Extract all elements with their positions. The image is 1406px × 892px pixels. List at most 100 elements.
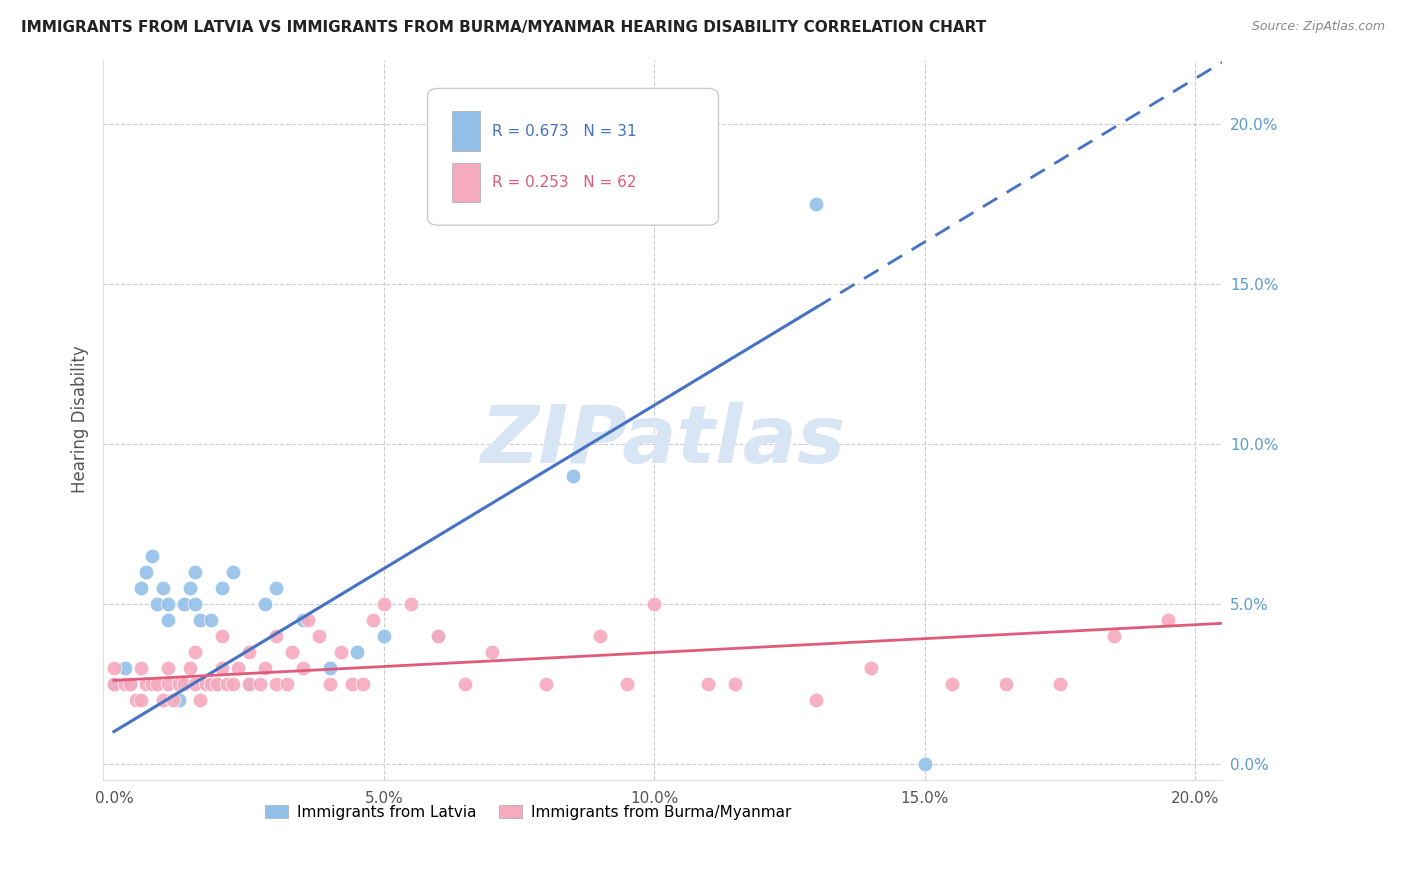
Point	[200, 676, 222, 690]
Point	[135, 676, 157, 690]
Point	[103, 676, 125, 690]
Point	[1157, 613, 1180, 627]
Point	[141, 549, 163, 563]
Point	[190, 613, 212, 627]
Point	[200, 613, 222, 627]
Point	[254, 597, 277, 611]
Point	[179, 581, 201, 595]
Point	[340, 676, 363, 690]
Text: R = 0.673   N = 31: R = 0.673 N = 31	[492, 124, 637, 139]
Point	[167, 692, 190, 706]
Text: Source: ZipAtlas.com: Source: ZipAtlas.com	[1251, 20, 1385, 33]
Point	[226, 660, 249, 674]
Point	[319, 676, 342, 690]
Point	[373, 629, 395, 643]
Point	[146, 597, 169, 611]
Point	[562, 468, 585, 483]
Point	[217, 676, 239, 690]
Point	[211, 581, 233, 595]
Point	[859, 660, 882, 674]
Point	[120, 676, 142, 690]
Point	[319, 660, 342, 674]
Point	[281, 644, 304, 658]
FancyBboxPatch shape	[427, 88, 718, 225]
Point	[427, 629, 450, 643]
Point	[120, 676, 142, 690]
Point	[129, 581, 152, 595]
Point	[481, 644, 503, 658]
Point	[427, 629, 450, 643]
Point	[238, 676, 260, 690]
Point	[249, 676, 271, 690]
Text: ZIPatlas: ZIPatlas	[479, 402, 845, 480]
Point	[194, 676, 217, 690]
Point	[173, 676, 195, 690]
Point	[276, 676, 298, 690]
Point	[806, 196, 828, 211]
Point	[454, 676, 477, 690]
Point	[179, 660, 201, 674]
Point	[238, 676, 260, 690]
Point	[190, 692, 212, 706]
Point	[994, 676, 1017, 690]
Point	[205, 676, 228, 690]
FancyBboxPatch shape	[453, 162, 479, 202]
Point	[184, 597, 207, 611]
Point	[167, 676, 190, 690]
FancyBboxPatch shape	[453, 112, 479, 151]
Point	[211, 629, 233, 643]
Point	[146, 676, 169, 690]
Point	[103, 660, 125, 674]
Point	[135, 565, 157, 579]
Point	[238, 644, 260, 658]
Point	[264, 629, 287, 643]
Point	[589, 629, 612, 643]
Point	[292, 660, 315, 674]
Point	[346, 644, 368, 658]
Point	[308, 629, 330, 643]
Y-axis label: Hearing Disability: Hearing Disability	[72, 346, 89, 493]
Point	[156, 660, 179, 674]
Point	[1102, 629, 1125, 643]
Point	[211, 660, 233, 674]
Point	[399, 597, 422, 611]
Point	[222, 676, 245, 690]
Point	[103, 676, 125, 690]
Point	[806, 692, 828, 706]
Point	[352, 676, 374, 690]
Point	[616, 676, 638, 690]
Point	[152, 692, 174, 706]
Point	[184, 644, 207, 658]
Point	[129, 692, 152, 706]
Point	[173, 597, 195, 611]
Point	[184, 565, 207, 579]
Point	[1049, 676, 1071, 690]
Legend: Immigrants from Latvia, Immigrants from Burma/Myanmar: Immigrants from Latvia, Immigrants from …	[259, 798, 797, 826]
Point	[297, 613, 319, 627]
Point	[156, 597, 179, 611]
Point	[329, 644, 352, 658]
Point	[292, 613, 315, 627]
Point	[697, 676, 720, 690]
Text: R = 0.253   N = 62: R = 0.253 N = 62	[492, 175, 637, 190]
Point	[152, 581, 174, 595]
Point	[141, 676, 163, 690]
Point	[254, 660, 277, 674]
Point	[536, 676, 558, 690]
Point	[222, 565, 245, 579]
Point	[373, 597, 395, 611]
Point	[724, 676, 747, 690]
Point	[363, 613, 385, 627]
Point	[162, 692, 184, 706]
Point	[205, 676, 228, 690]
Point	[914, 756, 936, 771]
Point	[114, 676, 136, 690]
Point	[264, 676, 287, 690]
Text: IMMIGRANTS FROM LATVIA VS IMMIGRANTS FROM BURMA/MYANMAR HEARING DISABILITY CORRE: IMMIGRANTS FROM LATVIA VS IMMIGRANTS FRO…	[21, 20, 987, 35]
Point	[643, 597, 665, 611]
Point	[156, 613, 179, 627]
Point	[184, 676, 207, 690]
Point	[941, 676, 963, 690]
Point	[264, 581, 287, 595]
Point	[129, 660, 152, 674]
